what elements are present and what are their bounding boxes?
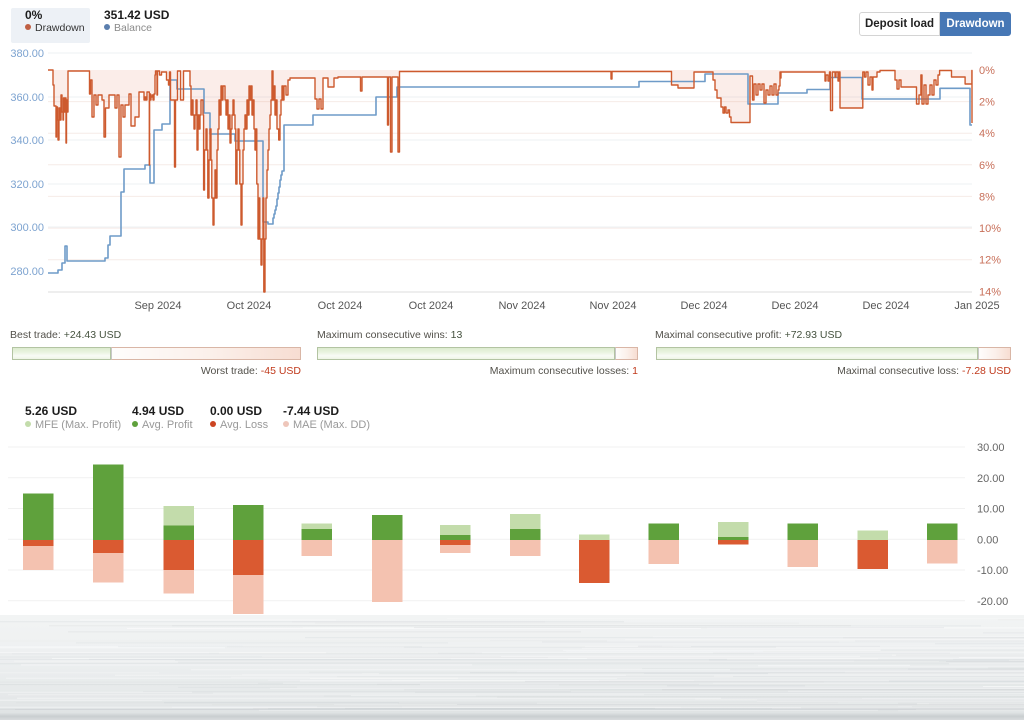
svg-text:2%: 2% (979, 97, 995, 109)
svg-text:Dec 2024: Dec 2024 (771, 300, 818, 312)
svg-text:10.00: 10.00 (977, 504, 1005, 516)
svg-text:30.00: 30.00 (977, 442, 1005, 454)
svg-text:Oct 2024: Oct 2024 (318, 300, 363, 312)
svg-text:0%: 0% (979, 65, 995, 77)
svg-text:12%: 12% (979, 255, 1001, 267)
svg-text:340.00: 340.00 (10, 135, 44, 147)
svg-text:Nov 2024: Nov 2024 (589, 300, 636, 312)
svg-text:0.00: 0.00 (977, 534, 998, 546)
svg-text:Nov 2024: Nov 2024 (498, 300, 545, 312)
svg-text:360.00: 360.00 (10, 92, 44, 104)
svg-text:Oct 2024: Oct 2024 (409, 300, 454, 312)
svg-text:Dec 2024: Dec 2024 (862, 300, 909, 312)
svg-text:Sep 2024: Sep 2024 (134, 300, 181, 312)
svg-text:Jan 2025: Jan 2025 (954, 300, 999, 312)
svg-text:Dec 2024: Dec 2024 (680, 300, 727, 312)
svg-text:8%: 8% (979, 191, 995, 203)
svg-text:Oct 2024: Oct 2024 (227, 300, 272, 312)
svg-text:10%: 10% (979, 223, 1001, 235)
svg-text:-10.00: -10.00 (977, 565, 1008, 577)
svg-text:4%: 4% (979, 128, 995, 140)
svg-text:20.00: 20.00 (977, 473, 1005, 485)
svg-text:14%: 14% (979, 286, 1001, 298)
svg-text:300.00: 300.00 (10, 222, 44, 234)
svg-text:380.00: 380.00 (10, 48, 44, 60)
svg-text:320.00: 320.00 (10, 179, 44, 191)
svg-text:280.00: 280.00 (10, 266, 44, 278)
svg-text:6%: 6% (979, 160, 995, 172)
svg-text:-20.00: -20.00 (977, 596, 1008, 608)
